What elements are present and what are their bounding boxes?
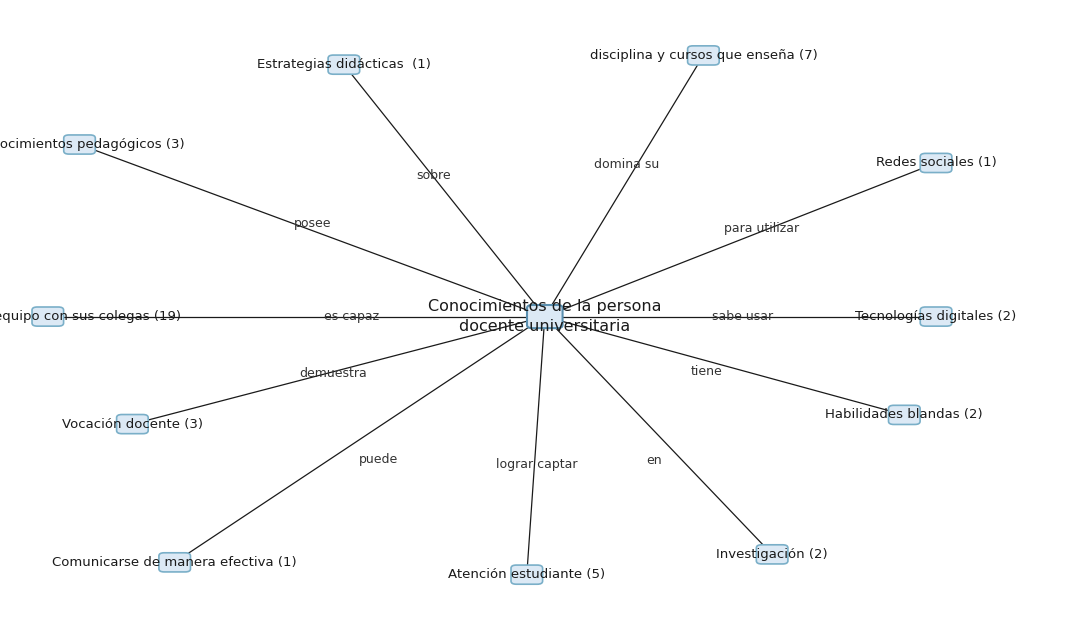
- FancyBboxPatch shape: [527, 305, 562, 328]
- Text: Conocimientos de la persona
docente universitaria: Conocimientos de la persona docente univ…: [428, 299, 661, 334]
- FancyBboxPatch shape: [32, 307, 64, 326]
- FancyBboxPatch shape: [328, 55, 359, 74]
- Text: Atención estudiante (5): Atención estudiante (5): [448, 568, 605, 581]
- FancyBboxPatch shape: [687, 46, 720, 65]
- Text: Estrategias didácticas  (1): Estrategias didácticas (1): [257, 58, 431, 71]
- FancyBboxPatch shape: [64, 135, 95, 154]
- Text: Comunicarse de manera efectiva (1): Comunicarse de manera efectiva (1): [53, 556, 297, 569]
- Text: Investigación (2): Investigación (2): [716, 548, 828, 561]
- Text: en: en: [646, 455, 661, 468]
- Text: Trabajar en equipo con sus colegas (19): Trabajar en equipo con sus colegas (19): [0, 310, 181, 323]
- Text: lograr captar: lograr captar: [495, 458, 577, 470]
- FancyBboxPatch shape: [117, 414, 148, 434]
- Text: puede: puede: [359, 453, 398, 466]
- Text: Tecnologías digitales (2): Tecnologías digitales (2): [856, 310, 1016, 323]
- Text: Habilidades blandas (2): Habilidades blandas (2): [825, 408, 983, 421]
- FancyBboxPatch shape: [159, 553, 191, 572]
- FancyBboxPatch shape: [920, 154, 952, 172]
- Text: posee: posee: [293, 217, 331, 229]
- FancyBboxPatch shape: [511, 565, 543, 584]
- Text: disciplina y cursos que enseña (7): disciplina y cursos que enseña (7): [589, 49, 817, 62]
- FancyBboxPatch shape: [888, 405, 920, 424]
- Text: es capaz: es capaz: [324, 310, 379, 323]
- Text: demuestra: demuestra: [300, 367, 367, 380]
- FancyBboxPatch shape: [756, 545, 788, 564]
- Text: domina su: domina su: [593, 158, 659, 171]
- Text: Redes sociales (1): Redes sociales (1): [876, 157, 996, 169]
- Text: sabe usar: sabe usar: [712, 310, 773, 323]
- Text: tiene: tiene: [691, 366, 723, 378]
- FancyBboxPatch shape: [920, 307, 952, 326]
- Text: Conocimientos pedagógicos (3): Conocimientos pedagógicos (3): [0, 138, 185, 151]
- Text: sobre: sobre: [416, 169, 451, 182]
- Text: para utilizar: para utilizar: [724, 222, 800, 235]
- Text: Vocación docente (3): Vocación docente (3): [62, 418, 203, 431]
